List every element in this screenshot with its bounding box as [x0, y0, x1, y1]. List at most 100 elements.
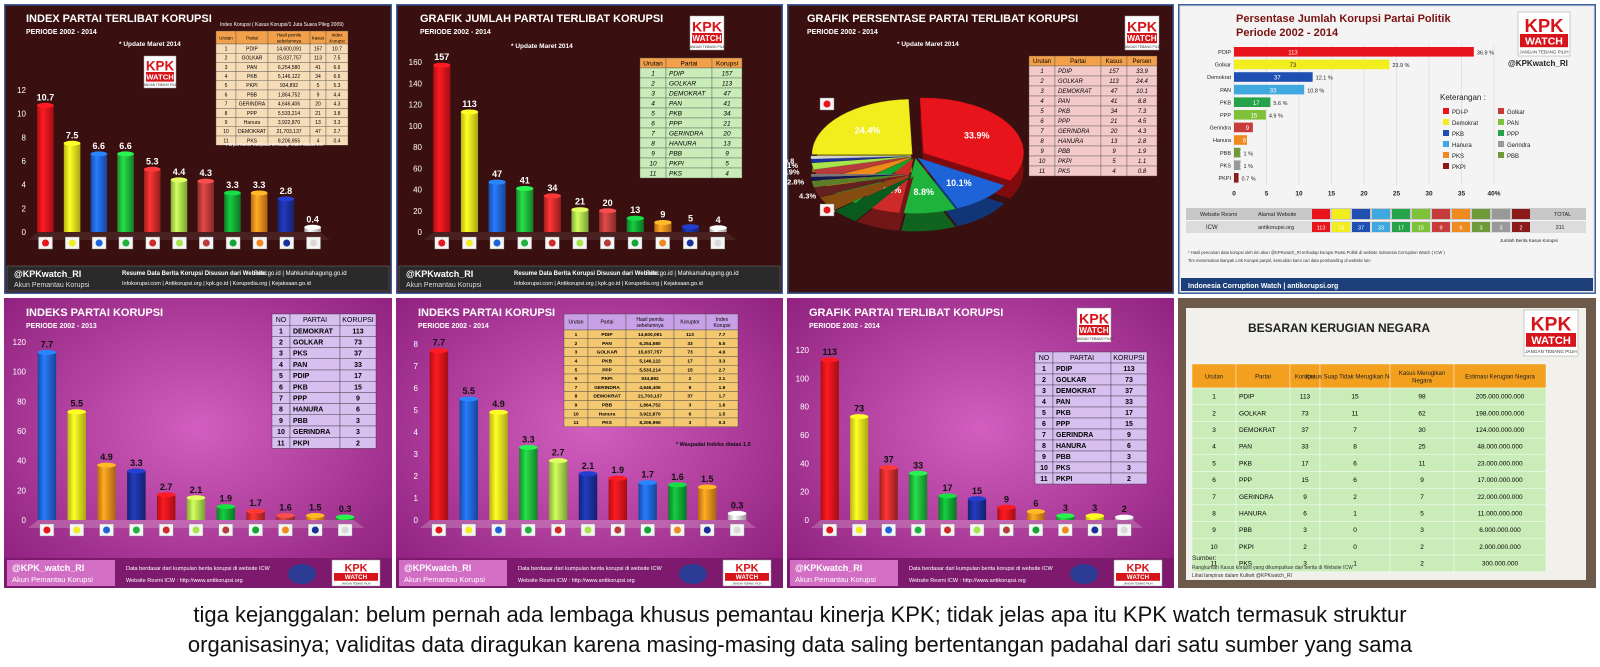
- bar: [626, 218, 644, 232]
- table-cell-text: 33.9: [1136, 69, 1148, 75]
- table-header-cell: [1319, 363, 1391, 389]
- footer-icw1: Data berdasar dari kumpulan berita korup…: [518, 566, 662, 572]
- table-cell-text: 10: [1040, 465, 1048, 472]
- legend-swatch: [1498, 141, 1504, 147]
- bar-value-label: 1.7: [641, 470, 654, 480]
- panel-besaran-kerugian: BESARAN KERUGIAN NEGARA KPK WATCH JANGAN TE…: [1178, 298, 1596, 588]
- bar-cap: [127, 468, 146, 474]
- party-logo-icon: [279, 236, 294, 250]
- table-cell-text: 2.1: [719, 376, 726, 382]
- chart-handle: @KPKwatch_RI: [1508, 59, 1568, 68]
- table-cell-text: 23.000.000.000: [1477, 460, 1523, 467]
- table-cell-text: PAN: [1058, 99, 1071, 105]
- hbar-category-label: PKS: [1220, 163, 1231, 169]
- table-header-label: PARTAI: [303, 317, 327, 324]
- table-cell-text: GOLKAR: [1239, 410, 1266, 417]
- table-cell-text: 6: [1042, 421, 1046, 428]
- party-logo-mark: [192, 526, 200, 534]
- table-cell-text: 4.3: [1138, 129, 1147, 135]
- party-logo-icon: [278, 523, 293, 537]
- table-cell-text: 4.9: [719, 350, 726, 356]
- table-cell-text: 48.000.000.000: [1477, 444, 1523, 451]
- footer-handle: @KPKwatch_RI: [795, 563, 862, 573]
- table-cell-text: DEMOKRAT: [1239, 427, 1275, 434]
- footer-handle: @KPKwatch_RI: [406, 269, 473, 279]
- x-tick-label: 40%: [1487, 191, 1500, 198]
- table-cell-text: 41: [723, 100, 731, 107]
- table-total: 311: [1556, 225, 1565, 231]
- party-logo-icon: [940, 523, 955, 537]
- data-table: Urutan Partai Kasus Persen 1 PDIP 157 33.9 2 GOLK…: [1028, 55, 1158, 177]
- table-cell-text: 8,206,955: [278, 138, 300, 144]
- table-cell-text: 9: [651, 150, 655, 157]
- table-cell-text: 33: [1301, 444, 1309, 451]
- table-cell-text: 7: [575, 385, 578, 391]
- update-note: * Update Maret 2014: [119, 41, 181, 48]
- y-tick-label: 120: [13, 338, 27, 347]
- logo-watch-band: [146, 72, 174, 82]
- table-cell-text: 0.4: [334, 138, 341, 144]
- table-cell-text: 3: [1303, 527, 1307, 534]
- chart-title: GRAFIK PERSENTASE PARTAI TERLIBAT KORUPS…: [807, 13, 1078, 25]
- panel-grafik-jumlah: GRAFIK JUMLAH PARTAI TERLIBAT KORUPSI PER…: [396, 4, 783, 294]
- bar-cap: [170, 177, 188, 183]
- bar-cap: [578, 471, 598, 477]
- icw-logo: [288, 564, 316, 584]
- bar-cap: [1115, 514, 1134, 520]
- party-logo-icon: [655, 236, 670, 250]
- table-cell-text: PKPI: [669, 160, 684, 167]
- table-title: BESARAN KERUGIAN NEGARA: [1248, 321, 1430, 335]
- legend-label: PAN: [1507, 121, 1519, 127]
- table-cell-text: 10.1: [1136, 89, 1148, 95]
- hbar-percent-label: 4.9 %: [1269, 114, 1283, 120]
- table-cell-text: PDIP: [1239, 394, 1254, 401]
- party-logo-icon: [640, 523, 655, 537]
- table-cell-text: 3: [1303, 561, 1307, 568]
- party-logo-icon: [710, 236, 725, 250]
- bar-cap: [335, 514, 355, 520]
- table-header-label: Partai: [681, 60, 698, 67]
- footer-icw1: Data berdasar dari kumpulan berita korup…: [126, 566, 270, 572]
- bar-value-label: 5.3: [146, 156, 159, 166]
- table-cell-text: 0: [1353, 544, 1357, 551]
- footer-sites2: Infokorupsi.com | Antikorupsi.org | kpk.…: [122, 281, 311, 287]
- party-logo-icon: [248, 523, 263, 537]
- party-logo-icon: [1412, 209, 1430, 219]
- bar-cap: [698, 484, 717, 490]
- table-cell-text: 2: [1420, 544, 1424, 551]
- table-cell-text: 9: [1303, 494, 1307, 501]
- bar-cap: [186, 495, 206, 501]
- update-note: * Update Maret 2014: [511, 43, 573, 50]
- party-logo-icon: [517, 236, 532, 250]
- bar-value-label: 4.4: [173, 167, 186, 177]
- table-cell-text: HANURA: [1058, 139, 1083, 145]
- footer-resume: Resume Data Berita Korupsi Disusun dari …: [122, 271, 268, 277]
- party-logo-mark: [252, 526, 260, 534]
- table-cell-text: 8: [225, 111, 228, 117]
- logo-kpk: KPK: [1079, 311, 1110, 327]
- table-cell-text: 1: [651, 70, 655, 77]
- party-logo-mark: [631, 239, 639, 247]
- party-logo-icon: [38, 236, 53, 250]
- table-cell-text: 17.000.000.000: [1477, 477, 1523, 484]
- bar-cap: [97, 462, 116, 468]
- y-tick-label: 60: [17, 427, 26, 436]
- table-cell-text: PKS: [602, 420, 613, 426]
- bar-value-label: 2.7: [552, 448, 565, 458]
- logo-watch-band: [1079, 325, 1109, 336]
- table-cell-text: 5,146,122: [278, 74, 300, 80]
- party-logo-icon: [337, 523, 353, 537]
- table-cell-text: 3,922,870: [278, 120, 300, 126]
- party-logo-icon: [600, 236, 615, 250]
- y-tick-label: 20: [413, 207, 422, 216]
- table-cell-text: HANURA: [293, 407, 323, 414]
- party-logo-mark: [73, 526, 81, 534]
- bar-value-label: 2.8: [280, 186, 293, 196]
- pie-slice: [916, 157, 1005, 209]
- bar-value-label: 113: [462, 99, 477, 109]
- bar-cap: [277, 196, 295, 202]
- party-logo-icon: [851, 523, 867, 537]
- party-logo-icon: [521, 523, 536, 537]
- table-cell-text: 9: [575, 402, 578, 408]
- bar-cap: [626, 215, 644, 221]
